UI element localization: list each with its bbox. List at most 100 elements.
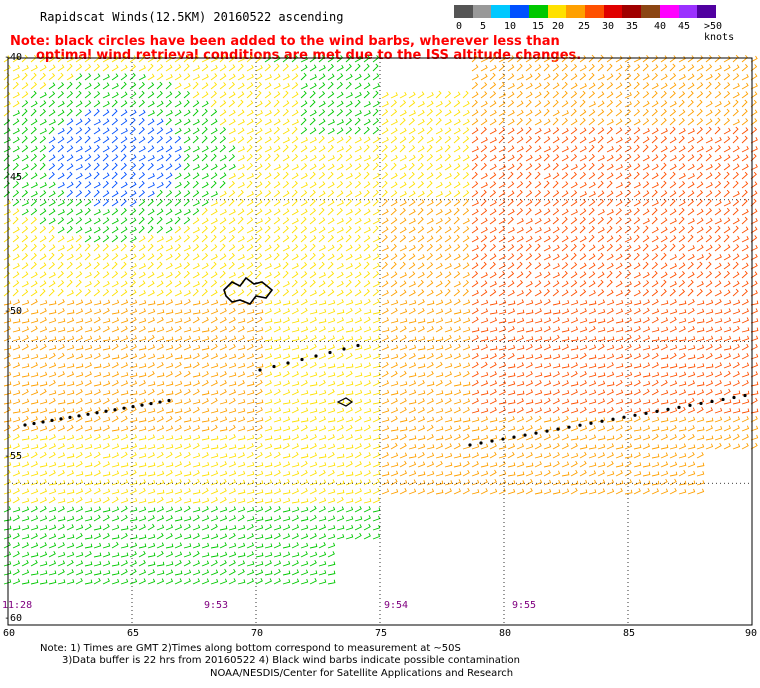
contamination-circle <box>545 429 549 433</box>
wind-barb <box>165 91 173 99</box>
wind-barb <box>714 371 723 378</box>
wind-barb <box>471 109 479 117</box>
wind-barb <box>741 181 749 189</box>
wind-barb <box>444 244 452 252</box>
wind-barb <box>66 371 75 378</box>
wind-barb <box>210 99 217 108</box>
wind-barb <box>282 380 291 387</box>
wind-barb <box>345 533 354 540</box>
wind-barb <box>345 363 354 369</box>
wind-barb <box>93 300 102 306</box>
wind-barb <box>471 146 479 153</box>
wind-barb <box>624 425 633 432</box>
wind-barb <box>750 146 758 153</box>
wind-barb <box>192 434 201 441</box>
wind-barb <box>3 109 11 117</box>
wind-barb <box>210 380 218 387</box>
wind-barb <box>57 579 66 585</box>
wind-barb <box>561 443 569 450</box>
wind-barb <box>156 54 163 63</box>
wind-barb <box>3 100 11 108</box>
wind-barb <box>408 190 416 198</box>
wind-barb <box>489 336 498 342</box>
wind-barb <box>597 380 606 387</box>
wind-barb <box>138 462 147 468</box>
wind-barb <box>651 235 659 243</box>
wind-barb <box>705 335 714 342</box>
wind-barb <box>426 280 434 288</box>
wind-barb <box>534 127 542 135</box>
wind-barb <box>291 542 299 549</box>
wind-barb <box>111 534 120 540</box>
wind-barb <box>84 126 91 135</box>
wind-barb <box>399 442 407 450</box>
wind-barb <box>210 308 219 315</box>
wind-barb <box>471 64 479 72</box>
wind-barb <box>129 406 137 414</box>
wind-barb <box>750 64 758 72</box>
wind-barb <box>741 108 748 117</box>
wind-barb <box>300 307 308 315</box>
scale-label-20: 20 <box>552 21 565 32</box>
wind-barb <box>156 361 164 369</box>
wind-barb <box>579 434 588 441</box>
wind-barb <box>102 271 110 279</box>
wind-barb <box>552 235 560 243</box>
wind-barb <box>444 362 453 369</box>
wind-barb <box>174 452 182 459</box>
wind-barb <box>255 543 264 549</box>
wind-barb <box>66 453 75 459</box>
wind-barb <box>525 318 534 324</box>
wind-barb <box>741 216 748 225</box>
wind-barb <box>714 336 723 342</box>
lat-label-50: -50 <box>4 306 23 317</box>
wind-barb <box>291 371 299 378</box>
wind-barb <box>282 524 291 531</box>
wind-barb <box>615 154 623 162</box>
wind-barb <box>714 407 723 414</box>
wind-barb <box>309 434 317 441</box>
wind-barb <box>201 335 210 342</box>
wind-barb <box>147 462 156 468</box>
wind-barb <box>624 217 632 225</box>
wind-barb <box>3 280 11 288</box>
wind-barb <box>426 308 435 315</box>
wind-barb <box>381 153 388 162</box>
wind-barb <box>714 136 722 144</box>
wind-barb <box>327 81 334 90</box>
wind-barb <box>237 568 245 576</box>
wind-barb <box>651 362 659 369</box>
wind-barb <box>255 262 263 270</box>
wind-barb <box>579 389 588 396</box>
wind-barb <box>318 154 326 162</box>
wind-barb <box>264 318 273 324</box>
wind-barb <box>318 524 327 531</box>
wind-barb <box>165 299 174 306</box>
wind-barb <box>579 235 587 243</box>
wind-barb <box>237 308 246 315</box>
wind-barb <box>84 434 93 441</box>
wind-barb <box>57 533 66 540</box>
wind-barb <box>525 415 533 423</box>
wind-barb <box>111 64 119 72</box>
wind-barb <box>102 299 111 306</box>
wind-barb <box>552 82 560 90</box>
wind-barb <box>111 443 120 450</box>
wind-barb <box>255 190 263 198</box>
wind-barb <box>588 109 596 117</box>
wind-barb <box>237 271 245 279</box>
wind-barb <box>534 208 542 216</box>
wind-barb <box>750 91 758 99</box>
wind-barb <box>435 280 443 288</box>
wind-barb <box>291 336 300 342</box>
wind-barb <box>39 262 47 270</box>
wind-barb <box>210 343 218 351</box>
wind-barb <box>174 461 183 468</box>
wind-barb <box>219 270 226 279</box>
wind-barb <box>624 443 633 450</box>
wind-barb <box>147 542 156 549</box>
wind-barb <box>75 135 83 144</box>
wind-barb <box>453 471 462 477</box>
wind-barb <box>750 353 759 360</box>
contamination-circle <box>328 350 332 355</box>
